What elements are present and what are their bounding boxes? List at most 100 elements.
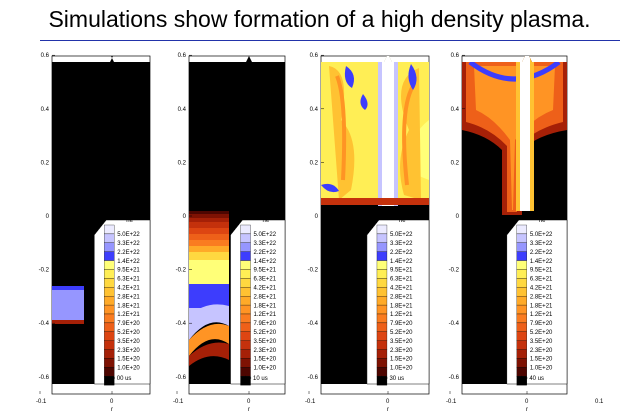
- x-tick-label: 0.1: [595, 399, 604, 405]
- y-tick-label: -0.6: [39, 375, 50, 381]
- blue-blob: [408, 64, 417, 90]
- legend-swatch: [516, 349, 527, 359]
- legend-swatch: [104, 296, 115, 306]
- x-tick-label: -0.1: [36, 399, 47, 405]
- legend-label: 5.2E+20: [390, 330, 413, 336]
- legend-swatch: [376, 251, 388, 261]
- legend-label: 5.2E+20: [530, 330, 553, 336]
- legend-label: 2.2E+22: [254, 250, 277, 256]
- legend-swatch: [104, 287, 115, 297]
- legend-swatch: [104, 367, 115, 377]
- legend-swatch: [240, 340, 251, 350]
- legend-swatch: [376, 358, 388, 368]
- y-tick-label: 0: [183, 214, 187, 220]
- y-tick-label: -0.4: [449, 321, 460, 327]
- x-tick-label: -0.1: [446, 399, 457, 405]
- gas-puff-edge: [52, 286, 84, 290]
- legend-swatch: [516, 331, 527, 341]
- x-axis-label: r: [111, 407, 113, 413]
- legend-title: ne: [263, 218, 270, 224]
- y-tick-label: 0.4: [310, 107, 319, 113]
- legend-swatch: [516, 242, 527, 252]
- legend-label: 9.5E+21: [530, 268, 553, 274]
- y-tick-label: 0.6: [178, 53, 187, 59]
- legend-swatch: [516, 313, 527, 324]
- legend-label: 1.5E+20: [530, 357, 553, 363]
- legend-swatch: [240, 260, 251, 270]
- y-tick-label: -0.4: [308, 321, 319, 327]
- legend-label: 9.5E+21: [117, 268, 140, 274]
- legend-swatch: [104, 331, 115, 341]
- legend-label: 1.4E+22: [390, 259, 413, 265]
- y-tick-label: 0: [46, 214, 50, 220]
- y-tick-label: 0.2: [178, 160, 187, 166]
- legend-swatch: [376, 367, 388, 377]
- blue-arc: [468, 60, 561, 82]
- legend-swatch: [516, 269, 527, 279]
- x-axis-label: r: [248, 407, 250, 413]
- x-axis-label: r: [526, 407, 528, 413]
- legend-swatch: [376, 322, 388, 332]
- legend-swatch: [376, 349, 388, 359]
- y-tick-label: -0.6: [176, 375, 187, 381]
- x-tick-label: 0: [110, 399, 114, 405]
- legend-swatch: [516, 358, 527, 368]
- legend-swatch: [240, 296, 251, 306]
- legend-label: 1.2E+21: [530, 312, 553, 318]
- y-tick-label: -0.2: [449, 268, 460, 274]
- y-tick-label: 0.4: [178, 107, 187, 113]
- legend-swatch: [240, 278, 251, 288]
- legend-label: 3.5E+20: [117, 339, 140, 345]
- y-tick-label: 0.4: [41, 107, 50, 113]
- legend-label: 4.2E+21: [390, 286, 413, 292]
- legend-label: 3.5E+20: [530, 339, 553, 345]
- legend-swatch: [516, 278, 527, 288]
- legend-swatch: [104, 224, 115, 235]
- legend-label: 1.5E+20: [390, 357, 413, 363]
- legend-swatch: [376, 269, 388, 279]
- legend-swatch: [104, 322, 115, 332]
- legend-label: 4.2E+21: [117, 286, 140, 292]
- y-tick-label: 0.2: [451, 160, 460, 166]
- legend-swatch: [516, 260, 527, 270]
- blue-blob: [321, 183, 339, 193]
- legend-label: 5.0E+22: [117, 232, 140, 238]
- legend-swatch: [104, 242, 115, 252]
- y-tick-label: 0: [315, 214, 319, 220]
- blue-blob: [344, 66, 354, 88]
- legend-swatch: [104, 233, 115, 243]
- gas-puff-region: [52, 286, 84, 324]
- legend-label: 2.8E+21: [530, 294, 553, 300]
- legend-label: 1.0E+20: [254, 366, 277, 372]
- legend-label: 1.5E+20: [254, 357, 277, 363]
- legend-label: 1.5E+20: [117, 357, 140, 363]
- y-tick-label: 0.2: [310, 160, 319, 166]
- sheared-plasma-tail: [189, 342, 229, 366]
- legend-label: 9.5E+21: [390, 268, 413, 274]
- legend-swatch: [240, 331, 251, 341]
- legend-label: 6.3E+21: [390, 277, 413, 283]
- sheared-plasma-edge: [189, 323, 229, 356]
- legend-label: 1.2E+21: [254, 312, 277, 318]
- axis-core: [520, 56, 530, 211]
- legend-label: 5.0E+22: [254, 232, 277, 238]
- legend-swatch: [376, 340, 388, 350]
- legend-label: 3.5E+20: [390, 339, 413, 345]
- legend-swatch: [240, 376, 251, 386]
- legend-swatch: [376, 304, 388, 315]
- sheared-plasma: [189, 304, 229, 340]
- legend-label: 7.9E+20: [390, 321, 413, 327]
- legend-swatch: [376, 224, 388, 235]
- x-tick-label: -0.1: [173, 399, 184, 405]
- legend-label: 2.2E+22: [390, 250, 413, 256]
- legend-label: 6.3E+21: [530, 277, 553, 283]
- legend-swatch: [376, 260, 388, 270]
- legend-swatch: [104, 260, 115, 270]
- legend-swatch: [376, 287, 388, 297]
- legend-label: 5.0E+22: [530, 232, 553, 238]
- legend-label: 5.2E+20: [117, 330, 140, 336]
- legend-label: 6.3E+21: [254, 277, 277, 283]
- legend-swatch: [376, 278, 388, 288]
- legend-swatch: [104, 349, 115, 359]
